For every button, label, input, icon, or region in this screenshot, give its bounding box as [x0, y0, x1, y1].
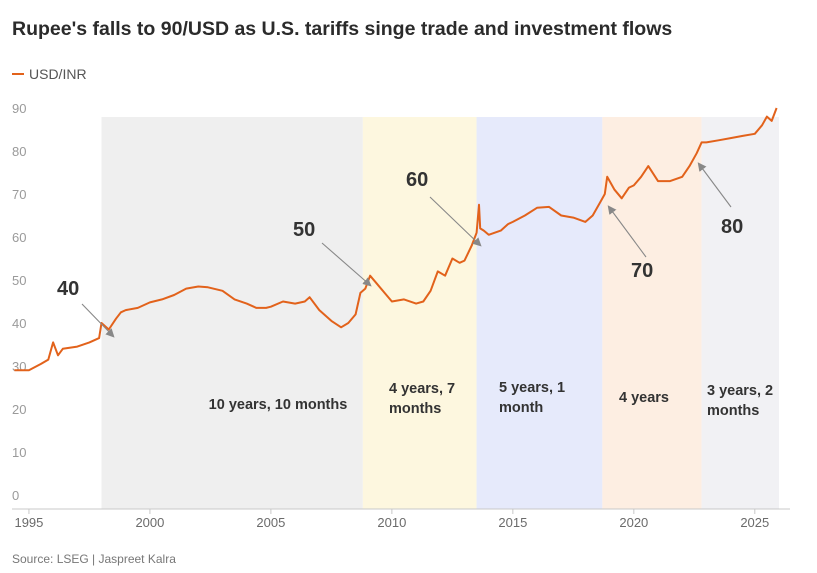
period-band-3	[602, 117, 702, 509]
period-band-2	[476, 117, 603, 509]
period-label-3: 4 years	[619, 390, 669, 406]
milestone-arrow-80	[697, 162, 732, 208]
period-bands	[101, 117, 779, 509]
period-band-0	[101, 117, 363, 509]
milestone-arrow-40	[81, 303, 115, 338]
y-axis: 0 10 20 30 40 50 60 70 80 90	[12, 101, 26, 503]
legend-label: USD/INR	[29, 66, 87, 82]
milestone-annotations: 40 50 60 70 80	[57, 162, 743, 338]
x-tick-2000: 2000	[135, 515, 164, 530]
period-label-2-line2: month	[499, 400, 543, 416]
period-label-1: 4 years, 7	[389, 381, 455, 397]
milestone-label-60: 60	[406, 169, 428, 191]
period-label-4: 3 years, 2	[707, 383, 773, 399]
period-band-4	[701, 117, 779, 509]
x-tick-2020: 2020	[619, 515, 648, 530]
y-tick-30: 30	[12, 359, 26, 374]
milestone-label-70: 70	[631, 260, 653, 282]
legend-swatch	[12, 72, 24, 76]
period-label-1-line2: months	[389, 401, 441, 417]
milestone-arrow-70	[607, 205, 647, 258]
period-label-0: 10 years, 10 months	[209, 397, 348, 413]
y-tick-40: 40	[12, 316, 26, 331]
period-label-4-line2: months	[707, 403, 759, 419]
series-USD/INR	[14, 107, 778, 372]
source-note: Source: LSEG | Jaspreet Kalra	[12, 552, 176, 566]
x-tick-2025: 2025	[740, 515, 769, 530]
y-tick-90: 90	[12, 101, 26, 116]
milestone-label-40: 40	[57, 278, 79, 300]
period-labels: 10 years, 10 months 4 years, 7 months 5 yea…	[209, 380, 773, 419]
y-tick-0: 0	[12, 488, 19, 503]
milestone-label-80: 80	[721, 216, 743, 238]
y-tick-80: 80	[12, 144, 26, 159]
x-tick-2015: 2015	[498, 515, 527, 530]
x-tick-2010: 2010	[377, 515, 406, 530]
y-tick-50: 50	[12, 273, 26, 288]
y-tick-70: 70	[12, 187, 26, 202]
milestone-arrow-50	[321, 242, 372, 287]
series-line	[14, 107, 778, 372]
milestone-label-50: 50	[293, 219, 315, 241]
y-tick-20: 20	[12, 402, 26, 417]
milestone-arrow-60	[429, 196, 482, 247]
x-axis: 1995 2000 2005 2010 2015 2020 2025	[12, 508, 790, 530]
x-tick-1995: 1995	[14, 515, 43, 530]
y-tick-10: 10	[12, 445, 26, 460]
period-band-1	[362, 117, 477, 509]
chart-title: Rupee's falls to 90/USD as U.S. tariffs …	[12, 18, 673, 40]
legend: USD/INR	[12, 66, 87, 82]
period-label-2: 5 years, 1	[499, 380, 565, 396]
x-tick-2005: 2005	[256, 515, 285, 530]
y-tick-60: 60	[12, 230, 26, 245]
